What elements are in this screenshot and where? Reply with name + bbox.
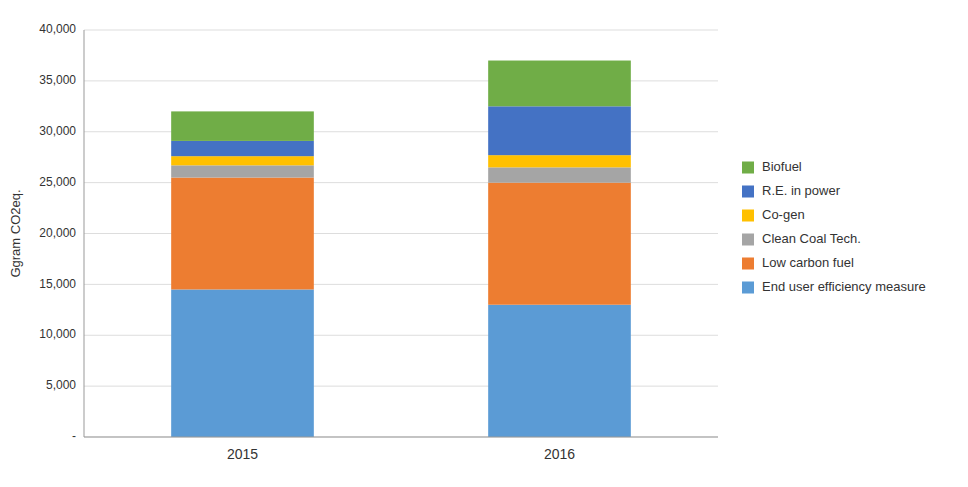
legend: Biofuel R.E. in power Co-gen Clean Coal Tec… [742, 159, 926, 294]
bar-segment [488, 155, 631, 167]
legend-label: Co-gen [762, 207, 805, 222]
x-tick-label: 2015 [227, 446, 258, 462]
y-axis-line [84, 30, 85, 437]
y-tick-label: 15,000 [39, 277, 76, 291]
x-tick-label: 2016 [544, 446, 575, 462]
legend-swatch [742, 210, 754, 222]
y-tick-label: 20,000 [39, 226, 76, 240]
chart: - 5,000 10,000 15,000 20,000 25,000 30,000 35,0… [0, 0, 968, 487]
bar-segment [171, 289, 314, 437]
y-axis-label: Ggram CO2eq. [8, 189, 23, 277]
bar-segment [488, 61, 631, 107]
legend-label: End user efficiency measure [762, 279, 926, 294]
bar-segment [171, 141, 314, 156]
y-tick-label: 40,000 [39, 22, 76, 36]
bar-segment [171, 111, 314, 141]
legend-label: Biofuel [762, 159, 802, 174]
legend-swatch [742, 258, 754, 270]
legend-label: Clean Coal Tech. [762, 231, 861, 246]
y-tick-label: 25,000 [39, 175, 76, 189]
legend-swatch [742, 282, 754, 294]
y-ticks: - 5,000 10,000 15,000 20,000 25,000 30,000 35,0… [39, 22, 76, 443]
legend-swatch [742, 186, 754, 198]
y-tick-label: 5,000 [46, 378, 76, 392]
legend-label: Low carbon fuel [762, 255, 854, 270]
x-axis-line [84, 437, 718, 438]
bar-segment [488, 167, 631, 182]
y-tick-label: 30,000 [39, 124, 76, 138]
grid-line [84, 30, 718, 31]
y-tick-label: 35,000 [39, 73, 76, 87]
bars [171, 61, 631, 437]
grid [84, 30, 718, 437]
bar-segment [488, 183, 631, 305]
bar-segment [488, 305, 631, 437]
bar-segment [171, 178, 314, 290]
legend-swatch [742, 162, 754, 174]
y-tick-label: - [72, 429, 76, 443]
grid-line [84, 437, 718, 438]
bar-segment [171, 165, 314, 177]
y-tick-label: 10,000 [39, 327, 76, 341]
legend-label: R.E. in power [762, 183, 841, 198]
bar-segment [488, 106, 631, 155]
bar-segment [171, 156, 314, 165]
x-ticks: 2015 2016 [227, 446, 575, 462]
legend-swatch [742, 234, 754, 246]
